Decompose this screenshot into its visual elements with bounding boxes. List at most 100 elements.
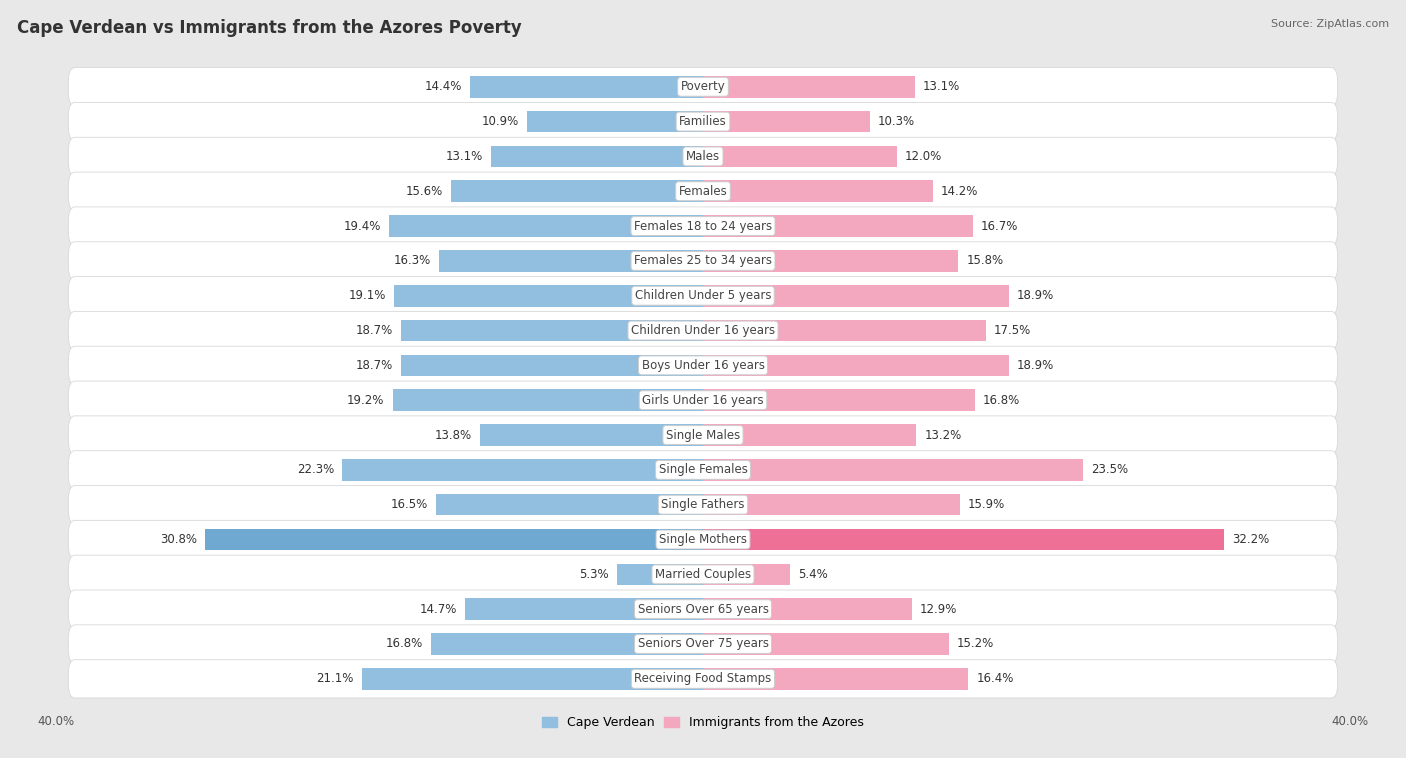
Bar [703, 424, 917, 446]
Text: Females 25 to 34 years: Females 25 to 34 years [634, 255, 772, 268]
Bar [703, 146, 897, 168]
Bar [703, 320, 986, 341]
Bar [703, 494, 960, 515]
Bar [470, 76, 703, 98]
Text: 15.6%: 15.6% [405, 185, 443, 198]
Text: Seniors Over 75 years: Seniors Over 75 years [637, 637, 769, 650]
Text: Females 18 to 24 years: Females 18 to 24 years [634, 220, 772, 233]
Bar [432, 633, 703, 655]
Text: Single Males: Single Males [666, 428, 740, 441]
Text: Single Fathers: Single Fathers [661, 498, 745, 511]
Text: Females: Females [679, 185, 727, 198]
FancyBboxPatch shape [69, 555, 1337, 594]
Text: 16.4%: 16.4% [976, 672, 1014, 685]
FancyBboxPatch shape [69, 102, 1337, 141]
Text: 5.4%: 5.4% [799, 568, 828, 581]
Bar [394, 285, 703, 306]
FancyBboxPatch shape [69, 590, 1337, 628]
Text: 18.7%: 18.7% [356, 359, 392, 372]
Bar [703, 668, 969, 690]
Text: 16.8%: 16.8% [387, 637, 423, 650]
Text: Children Under 5 years: Children Under 5 years [634, 290, 772, 302]
Bar [343, 459, 703, 481]
Text: Source: ZipAtlas.com: Source: ZipAtlas.com [1271, 19, 1389, 29]
Text: Single Mothers: Single Mothers [659, 533, 747, 546]
Text: 12.0%: 12.0% [905, 150, 942, 163]
Text: Receiving Food Stamps: Receiving Food Stamps [634, 672, 772, 685]
Text: 18.9%: 18.9% [1017, 359, 1054, 372]
Text: Married Couples: Married Couples [655, 568, 751, 581]
Bar [703, 563, 790, 585]
Bar [465, 598, 703, 620]
Bar [401, 355, 703, 376]
Text: 30.8%: 30.8% [160, 533, 197, 546]
Text: Boys Under 16 years: Boys Under 16 years [641, 359, 765, 372]
FancyBboxPatch shape [69, 625, 1337, 663]
Text: 23.5%: 23.5% [1091, 463, 1128, 476]
Text: 13.1%: 13.1% [922, 80, 960, 93]
Text: 19.2%: 19.2% [347, 393, 384, 407]
FancyBboxPatch shape [69, 242, 1337, 280]
Text: 17.5%: 17.5% [994, 324, 1031, 337]
Text: 13.1%: 13.1% [446, 150, 484, 163]
Bar [703, 355, 1008, 376]
Bar [703, 76, 915, 98]
FancyBboxPatch shape [69, 312, 1337, 349]
FancyBboxPatch shape [69, 137, 1337, 176]
FancyBboxPatch shape [69, 416, 1337, 454]
FancyBboxPatch shape [69, 67, 1337, 106]
Text: 10.3%: 10.3% [877, 115, 915, 128]
Bar [703, 215, 973, 236]
Text: 5.3%: 5.3% [579, 568, 609, 581]
Legend: Cape Verdean, Immigrants from the Azores: Cape Verdean, Immigrants from the Azores [537, 711, 869, 735]
Text: 19.1%: 19.1% [349, 290, 387, 302]
Text: 32.2%: 32.2% [1232, 533, 1270, 546]
Bar [361, 668, 703, 690]
Bar [703, 459, 1083, 481]
Text: Girls Under 16 years: Girls Under 16 years [643, 393, 763, 407]
Text: 15.9%: 15.9% [969, 498, 1005, 511]
Bar [703, 633, 949, 655]
FancyBboxPatch shape [69, 659, 1337, 698]
Text: Families: Families [679, 115, 727, 128]
Text: 13.2%: 13.2% [925, 428, 962, 441]
FancyBboxPatch shape [69, 207, 1337, 246]
Bar [451, 180, 703, 202]
FancyBboxPatch shape [69, 381, 1337, 419]
FancyBboxPatch shape [69, 346, 1337, 384]
Text: Poverty: Poverty [681, 80, 725, 93]
Text: 14.4%: 14.4% [425, 80, 463, 93]
Text: Children Under 16 years: Children Under 16 years [631, 324, 775, 337]
FancyBboxPatch shape [69, 520, 1337, 559]
Bar [392, 390, 703, 411]
Bar [491, 146, 703, 168]
Bar [527, 111, 703, 133]
Text: 15.2%: 15.2% [957, 637, 994, 650]
Bar [436, 494, 703, 515]
Bar [617, 563, 703, 585]
FancyBboxPatch shape [69, 277, 1337, 315]
Bar [389, 215, 703, 236]
Bar [479, 424, 703, 446]
Bar [401, 320, 703, 341]
Bar [440, 250, 703, 271]
FancyBboxPatch shape [69, 172, 1337, 211]
Bar [703, 598, 911, 620]
Text: Seniors Over 65 years: Seniors Over 65 years [637, 603, 769, 615]
Bar [703, 390, 974, 411]
Text: Single Females: Single Females [658, 463, 748, 476]
Text: 18.7%: 18.7% [356, 324, 392, 337]
Bar [703, 111, 869, 133]
Text: 14.7%: 14.7% [420, 603, 457, 615]
Bar [205, 529, 703, 550]
Text: Cape Verdean vs Immigrants from the Azores Poverty: Cape Verdean vs Immigrants from the Azor… [17, 19, 522, 37]
Text: 22.3%: 22.3% [297, 463, 335, 476]
FancyBboxPatch shape [69, 486, 1337, 524]
Text: 18.9%: 18.9% [1017, 290, 1054, 302]
Text: 15.8%: 15.8% [966, 255, 1004, 268]
Text: 21.1%: 21.1% [316, 672, 354, 685]
Text: Males: Males [686, 150, 720, 163]
Text: 16.3%: 16.3% [394, 255, 432, 268]
Bar [703, 285, 1008, 306]
Bar [703, 529, 1223, 550]
